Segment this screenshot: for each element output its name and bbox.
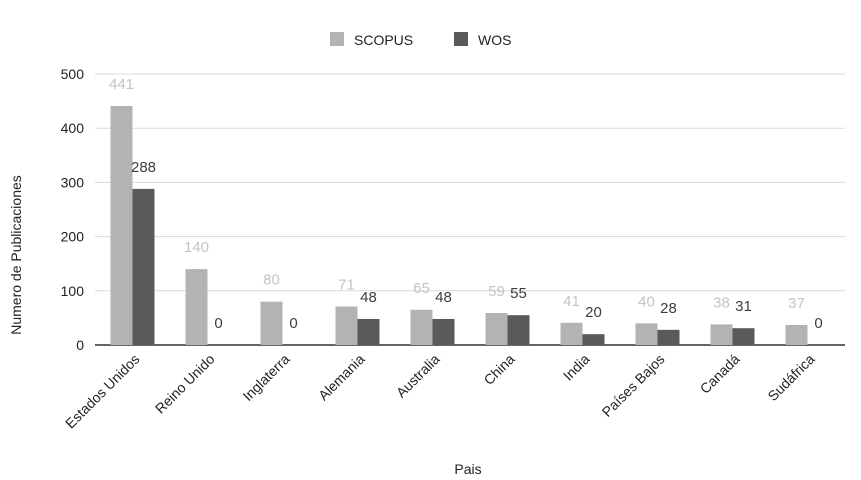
bar-scopus: [110, 105, 133, 345]
data-label-scopus: 65: [413, 280, 430, 297]
bar-scopus: [785, 324, 808, 345]
x-category-label: Países Bajos: [599, 351, 668, 420]
data-label-scopus: 40: [638, 293, 655, 310]
x-axis-categories: Estados Unidos Reino Unido Inglaterra Alema…: [62, 351, 818, 432]
x-category-label: Canadá: [697, 351, 743, 397]
x-category-label: Australia: [393, 351, 443, 401]
legend-swatch: [454, 32, 468, 46]
bar-wos: [657, 329, 680, 345]
bar-wos: [582, 334, 605, 345]
bar-scopus: [710, 324, 733, 345]
bar-wos: [732, 328, 755, 345]
bars: [110, 105, 808, 345]
data-label-wos: 20: [585, 304, 602, 321]
bar-wos: [132, 188, 155, 345]
data-label-scopus: 80: [263, 272, 280, 289]
y-tick-label: 400: [61, 120, 85, 136]
data-label-wos: 0: [214, 315, 222, 332]
data-label-scopus: 140: [184, 239, 209, 256]
bar-scopus: [635, 323, 658, 345]
data-label-wos: 55: [510, 285, 527, 302]
bar-scopus: [560, 322, 583, 345]
data-label-wos: 0: [289, 315, 297, 332]
legend-label: WOS: [478, 32, 511, 48]
y-axis-title: Numero de Publicaciones: [8, 175, 24, 335]
bar-wos: [507, 315, 530, 345]
x-category-label: Reino Unido: [152, 351, 218, 417]
data-label-scopus: 37: [788, 295, 805, 312]
y-axis-ticks: 0 100 200 300 400 500: [61, 66, 85, 353]
bar-wos: [432, 318, 455, 345]
x-axis-title: Pais: [454, 461, 481, 477]
data-label-scopus: 441: [109, 76, 134, 93]
data-label-scopus: 41: [563, 293, 580, 310]
bar-scopus: [185, 269, 208, 345]
legend: SCOPUS WOS: [330, 32, 511, 48]
y-tick-label: 300: [61, 174, 85, 190]
y-tick-label: 100: [61, 283, 85, 299]
data-label-wos: 48: [360, 289, 377, 306]
data-label-wos: 288: [131, 159, 156, 176]
y-tick-label: 0: [76, 337, 84, 353]
x-category-label: Estados Unidos: [62, 351, 143, 432]
bar-wos: [357, 318, 380, 345]
bar-scopus: [335, 306, 358, 345]
data-label-scopus: 59: [488, 283, 505, 300]
data-label-wos: 0: [814, 315, 822, 332]
x-category-label: Sudáfrica: [764, 351, 817, 404]
bar-scopus: [410, 309, 433, 345]
data-label-wos: 48: [435, 289, 452, 306]
x-category-label: China: [480, 351, 517, 388]
data-label-wos: 31: [735, 298, 752, 315]
x-category-label: Inglaterra: [239, 351, 292, 404]
bar-scopus: [260, 301, 283, 345]
legend-label: SCOPUS: [354, 32, 413, 48]
data-label-wos: 28: [660, 300, 677, 317]
data-label-scopus: 38: [713, 294, 730, 311]
y-tick-label: 500: [61, 66, 85, 82]
bar-scopus: [485, 313, 508, 345]
y-tick-label: 200: [61, 229, 85, 245]
x-category-label: India: [560, 351, 593, 384]
legend-swatch: [330, 32, 344, 46]
data-label-scopus: 71: [338, 277, 355, 294]
x-category-label: Alemania: [315, 351, 368, 404]
data-labels: 441 288 140 0 80 0 71 48 65 48 59 55 41 20 40 28 38 31 37 0: [109, 76, 823, 332]
